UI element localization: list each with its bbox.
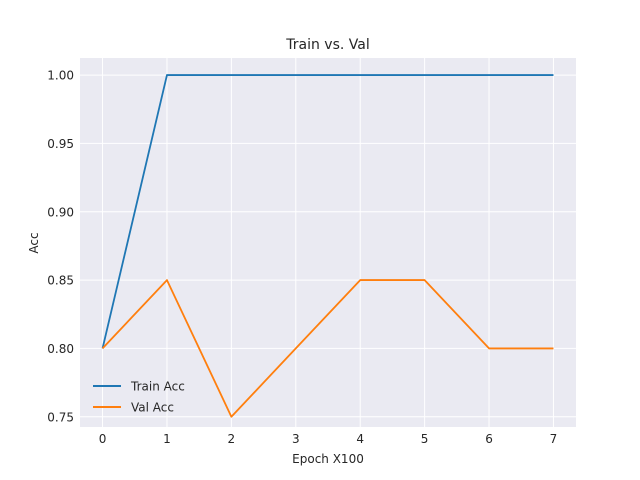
- series-lines: [101, 74, 554, 418]
- y-tick-label: 0.95: [47, 137, 74, 151]
- plot-background: [80, 58, 576, 427]
- x-axis-label: Epoch X100: [292, 452, 364, 466]
- chart-title: Train vs. Val: [285, 37, 369, 53]
- x-tick-label: 3: [292, 432, 300, 446]
- x-tick-label: 1: [163, 432, 171, 446]
- legend-label-val: Val Acc: [131, 401, 174, 415]
- series-line-val-acc: [101, 279, 554, 418]
- x-tick-label: 7: [550, 432, 558, 446]
- legend: Train Acc Val Acc: [93, 380, 185, 415]
- y-tick-label: 0.85: [47, 274, 74, 288]
- y-tick-labels: 0.75 0.80 0.85 0.90 0.95 1.00: [47, 69, 74, 425]
- y-tick-label: 0.80: [47, 342, 74, 356]
- legend-label-train: Train Acc: [130, 380, 185, 394]
- y-tick-label: 0.90: [47, 205, 74, 219]
- y-tick-label: 1.00: [47, 69, 74, 83]
- series-line-train-acc: [101, 74, 554, 349]
- x-tick-label: 6: [485, 432, 493, 446]
- x-tick-label: 0: [99, 432, 107, 446]
- x-tick-label: 2: [228, 432, 236, 446]
- x-tick-labels: 0 1 2 3 4 5 6 7: [99, 432, 558, 446]
- y-tick-label: 0.75: [47, 410, 74, 424]
- y-axis-label: Acc: [27, 232, 41, 253]
- x-tick-label: 5: [421, 432, 429, 446]
- x-tick-label: 4: [356, 432, 364, 446]
